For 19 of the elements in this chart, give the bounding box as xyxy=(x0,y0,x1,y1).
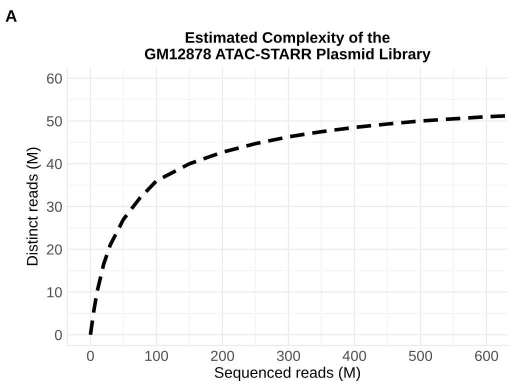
x-tick-label: 400 xyxy=(342,350,366,362)
x-tick-label: 500 xyxy=(408,350,432,362)
x-axis-title: Sequenced reads (M) xyxy=(214,366,360,381)
y-tick-label: 10 xyxy=(47,287,62,298)
y-tick-label: 50 xyxy=(46,116,62,126)
x-tick-label: 100 xyxy=(145,350,168,362)
y-tick-label: 20 xyxy=(46,244,62,255)
line-series xyxy=(88,114,508,337)
y-tick-label: 30 xyxy=(46,202,62,212)
text: A xyxy=(6,10,17,22)
x-tick-label: 300 xyxy=(276,350,300,362)
chart-title: Estimated Complexity of the GM12878 ATAC-STARR Plasmid Library xyxy=(144,32,431,62)
y-axis-title: Distinct reads (M) xyxy=(26,148,41,266)
y-tick-label: 40 xyxy=(46,158,62,170)
y-tick-label: 60 xyxy=(47,73,62,84)
x-tick-label: 200 xyxy=(211,350,234,362)
x-tick-label: 600 xyxy=(475,350,498,362)
y-tick-label: 0 xyxy=(54,330,62,340)
x-tick-label: 0 xyxy=(86,350,94,362)
